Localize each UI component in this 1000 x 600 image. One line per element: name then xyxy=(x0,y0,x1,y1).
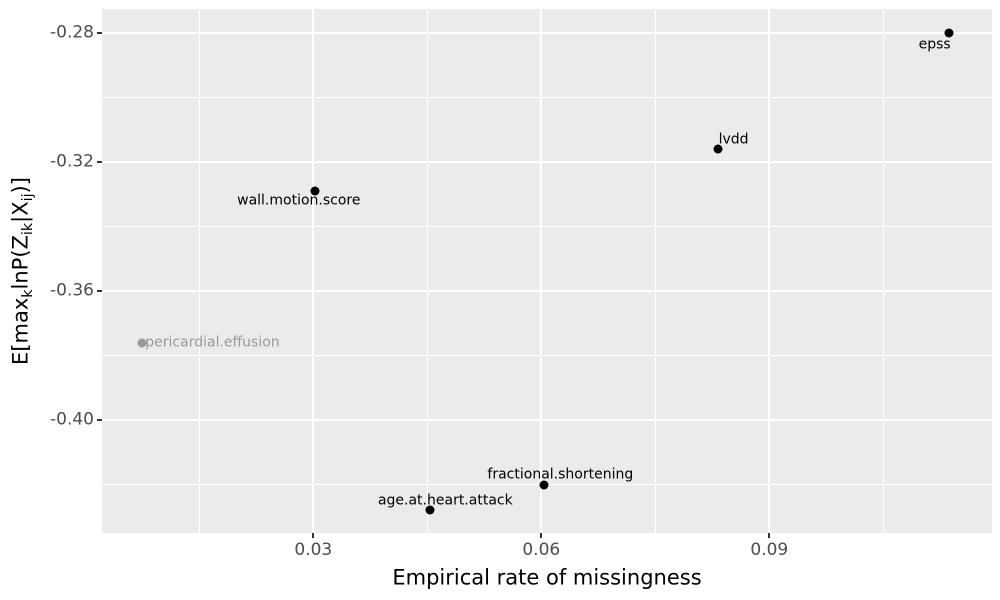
y-axis-tick xyxy=(97,31,102,34)
plot-panel: epss lvdd wall.motion.score pericardial.eff… xyxy=(102,9,992,533)
y-axis-title-segment: E[max xyxy=(8,297,33,365)
y-axis-tick-label: -0.36 xyxy=(50,280,94,301)
minor-gridline xyxy=(102,96,992,98)
minor-gridline xyxy=(102,225,992,227)
minor-gridline xyxy=(882,9,884,533)
x-axis-tick-label: 0.09 xyxy=(750,540,789,560)
y-axis-tick xyxy=(97,419,102,422)
x-axis-tick-label: 0.03 xyxy=(294,540,333,560)
x-axis-tick xyxy=(312,533,315,538)
point-label: lvdd xyxy=(718,131,749,148)
y-axis-title-subscript: ik xyxy=(19,222,36,236)
data-point xyxy=(310,186,320,196)
y-axis-title: E[maxklnP(Zik|Xij)] xyxy=(8,177,36,365)
data-point xyxy=(539,480,549,490)
major-gridline xyxy=(102,419,992,422)
point-label: fractional.shortening xyxy=(487,465,634,482)
minor-gridline xyxy=(198,9,200,533)
y-axis-tick-label: -0.40 xyxy=(50,409,94,430)
y-axis-title-subscript: k xyxy=(19,289,36,298)
point-label: epss xyxy=(918,36,951,53)
point-label: pericardial.effusion xyxy=(145,333,280,350)
x-axis-tick-label: 0.06 xyxy=(522,540,561,560)
y-axis-title-segment: lnP(Z xyxy=(8,235,33,290)
y-axis-tick xyxy=(97,160,102,163)
major-gridline xyxy=(102,290,992,292)
data-point xyxy=(425,505,435,515)
data-point xyxy=(944,28,954,38)
point-label: age.at.heart.attack xyxy=(377,492,513,509)
y-axis-tick-label: -0.32 xyxy=(50,151,94,172)
y-axis-tick xyxy=(97,290,102,292)
x-axis-tick xyxy=(540,533,543,538)
major-gridline xyxy=(540,9,543,533)
minor-gridline xyxy=(102,355,992,357)
data-point xyxy=(137,338,147,348)
y-axis-title-subscript: ij xyxy=(19,193,36,202)
x-axis-title: Empirical rate of missingness xyxy=(392,565,702,590)
major-gridline xyxy=(102,160,992,163)
y-axis-title-segment: |X xyxy=(8,201,33,223)
major-gridline xyxy=(102,31,992,34)
major-gridline xyxy=(768,9,771,533)
minor-gridline xyxy=(426,9,428,533)
data-point xyxy=(713,144,723,154)
major-gridline xyxy=(312,9,315,533)
y-axis-title-segment: )] xyxy=(8,177,33,194)
x-axis-tick xyxy=(768,533,771,538)
y-axis-tick-label: -0.28 xyxy=(50,22,94,43)
minor-gridline xyxy=(654,9,656,533)
point-label: wall.motion.score xyxy=(237,192,361,209)
